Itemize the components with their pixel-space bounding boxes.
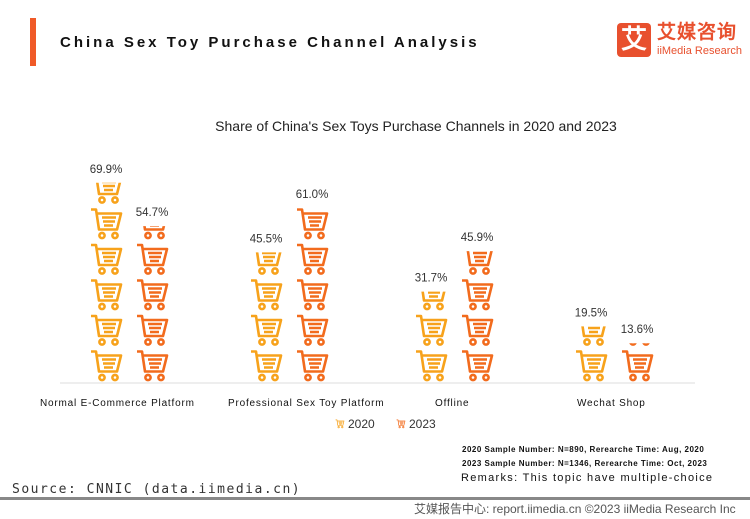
cart-icon <box>462 279 494 311</box>
cart-icon <box>91 279 123 311</box>
cart-icon <box>297 279 329 311</box>
cart-icon <box>251 350 283 382</box>
bar-2023-3 <box>622 343 654 382</box>
logo: 艾 艾媒咨询 iiMedia Research <box>617 22 742 58</box>
cart-icon <box>297 350 329 382</box>
data-label: 61.0% <box>296 189 329 201</box>
cart-icon <box>255 252 282 275</box>
bar-2020-3 <box>576 326 608 382</box>
data-label: 45.5% <box>250 233 283 245</box>
cart-icon <box>137 243 169 275</box>
legend-item-2023: 2023 <box>396 417 436 431</box>
logo-cn: 艾媒咨询 <box>657 22 738 43</box>
cart-icon <box>396 419 406 429</box>
page-title: China Sex Toy Purchase Channel Analysis <box>60 34 480 51</box>
category-label: Wechat Shop <box>577 398 646 409</box>
bar-2020-1 <box>251 252 283 382</box>
category-label: Normal E-Commerce Platform <box>40 398 195 409</box>
bar-2023-0 <box>137 226 169 382</box>
footer-divider <box>0 497 750 500</box>
cart-icon <box>96 182 122 204</box>
cart-icon <box>576 350 608 382</box>
legend-label: 2023 <box>409 417 436 431</box>
sample-2020-note: 2020 Sample Number: N=890, Rerearche Tim… <box>462 445 705 454</box>
cart-icon <box>462 314 494 346</box>
cart-icon <box>91 314 123 346</box>
chart-title: Share of China's Sex Toys Purchase Chann… <box>215 118 617 134</box>
cart-icon <box>91 208 123 240</box>
cart-icon <box>143 226 166 240</box>
cart-icon <box>629 343 650 346</box>
bar-2020-2 <box>416 291 448 382</box>
data-label: 69.9% <box>90 164 123 176</box>
bar-2023-2 <box>462 251 494 382</box>
data-label: 31.7% <box>415 273 448 285</box>
cart-icon <box>91 350 123 382</box>
cart-icon <box>581 326 606 346</box>
source: Source: CNNIC (data.iimedia.cn) <box>12 482 302 497</box>
legend-item-2020: 2020 <box>335 417 375 431</box>
cart-icon <box>416 350 448 382</box>
cart-icon <box>421 291 446 311</box>
data-label: 19.5% <box>575 307 608 319</box>
data-label: 54.7% <box>136 207 169 219</box>
cart-icon <box>462 350 494 382</box>
cart-icon <box>251 314 283 346</box>
cart-icon <box>622 350 654 382</box>
remarks: Remarks: This topic have multiple-choice <box>461 472 714 484</box>
cart-icon <box>297 208 329 240</box>
cart-icon <box>91 243 123 275</box>
logo-mark: 艾 <box>617 22 651 57</box>
legend-label: 2020 <box>348 417 375 431</box>
logo-en: iiMedia Research <box>657 44 742 57</box>
footer: 艾媒报告中心: report.iimedia.cn ©2023 iiMedia … <box>414 502 736 516</box>
category-label: Offline <box>435 398 469 409</box>
cart-icon <box>137 279 169 311</box>
cart-icon <box>297 314 329 346</box>
cart-icon <box>137 350 169 382</box>
cart-icon <box>297 243 329 275</box>
data-label: 13.6% <box>621 324 654 336</box>
cart-icon <box>466 251 493 275</box>
title-accent-bar <box>30 18 36 66</box>
sample-2023-note: 2023 Sample Number: N=1346, Rerearche Ti… <box>462 459 708 468</box>
category-label: Professional Sex Toy Platform <box>228 398 384 409</box>
cart-icon <box>416 314 448 346</box>
bar-2020-0 <box>91 182 123 382</box>
bar-2023-1 <box>297 208 329 382</box>
cart-icon <box>251 279 283 311</box>
cart-icon <box>137 314 169 346</box>
cart-icon <box>335 419 345 429</box>
data-label: 45.9% <box>461 232 494 244</box>
